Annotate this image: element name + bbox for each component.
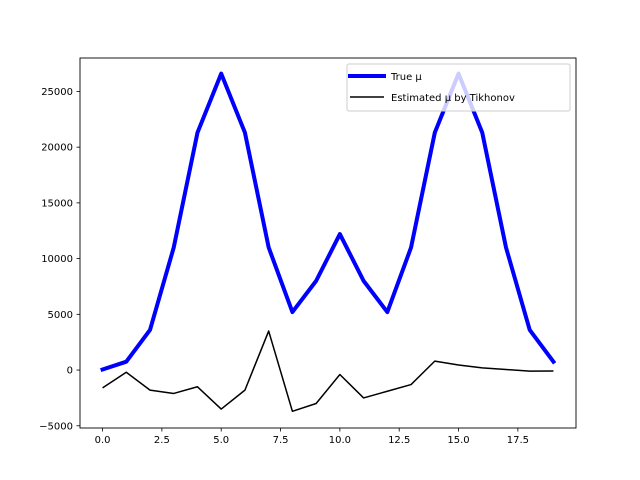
x-axis: 0.0 2.5 5.0 7.5 10.0 12.5 15.0 17.5: [95, 428, 529, 446]
y-tick-label: 25000: [41, 87, 73, 98]
series-line-true-mu: [100, 71, 557, 373]
x-tick-label: 10.0: [329, 435, 351, 446]
series-line-estimated-mu: [102, 330, 554, 413]
x-tick-label: 15.0: [447, 435, 469, 446]
x-tick-label: 12.5: [388, 435, 410, 446]
x-tick-label: 0.0: [95, 435, 111, 446]
y-tick-label: 20000: [41, 143, 73, 154]
x-tick-label: 5.0: [213, 435, 229, 446]
legend: True μ Estimated μ by Tikhonov: [346, 63, 571, 112]
x-tick-label: 7.5: [273, 435, 289, 446]
x-tick-label: 2.5: [154, 435, 170, 446]
y-tick-label: 15000: [41, 198, 73, 209]
y-tick-label: 5000: [48, 310, 73, 321]
y-tick-label: 0: [67, 366, 73, 377]
y-tick-label: 10000: [41, 254, 73, 265]
y-axis: −5000 0 5000 10000 15000 20000 25000: [39, 87, 80, 432]
series-layer: [100, 71, 557, 413]
plot-frame: [79, 57, 577, 429]
legend-box: [346, 63, 571, 112]
x-tick-label: 17.5: [507, 435, 529, 446]
legend-label-estimated-mu: Estimated μ by Tikhonov: [391, 93, 515, 104]
legend-label-true-mu: True μ: [390, 72, 422, 83]
y-tick-label: −5000: [39, 421, 73, 432]
